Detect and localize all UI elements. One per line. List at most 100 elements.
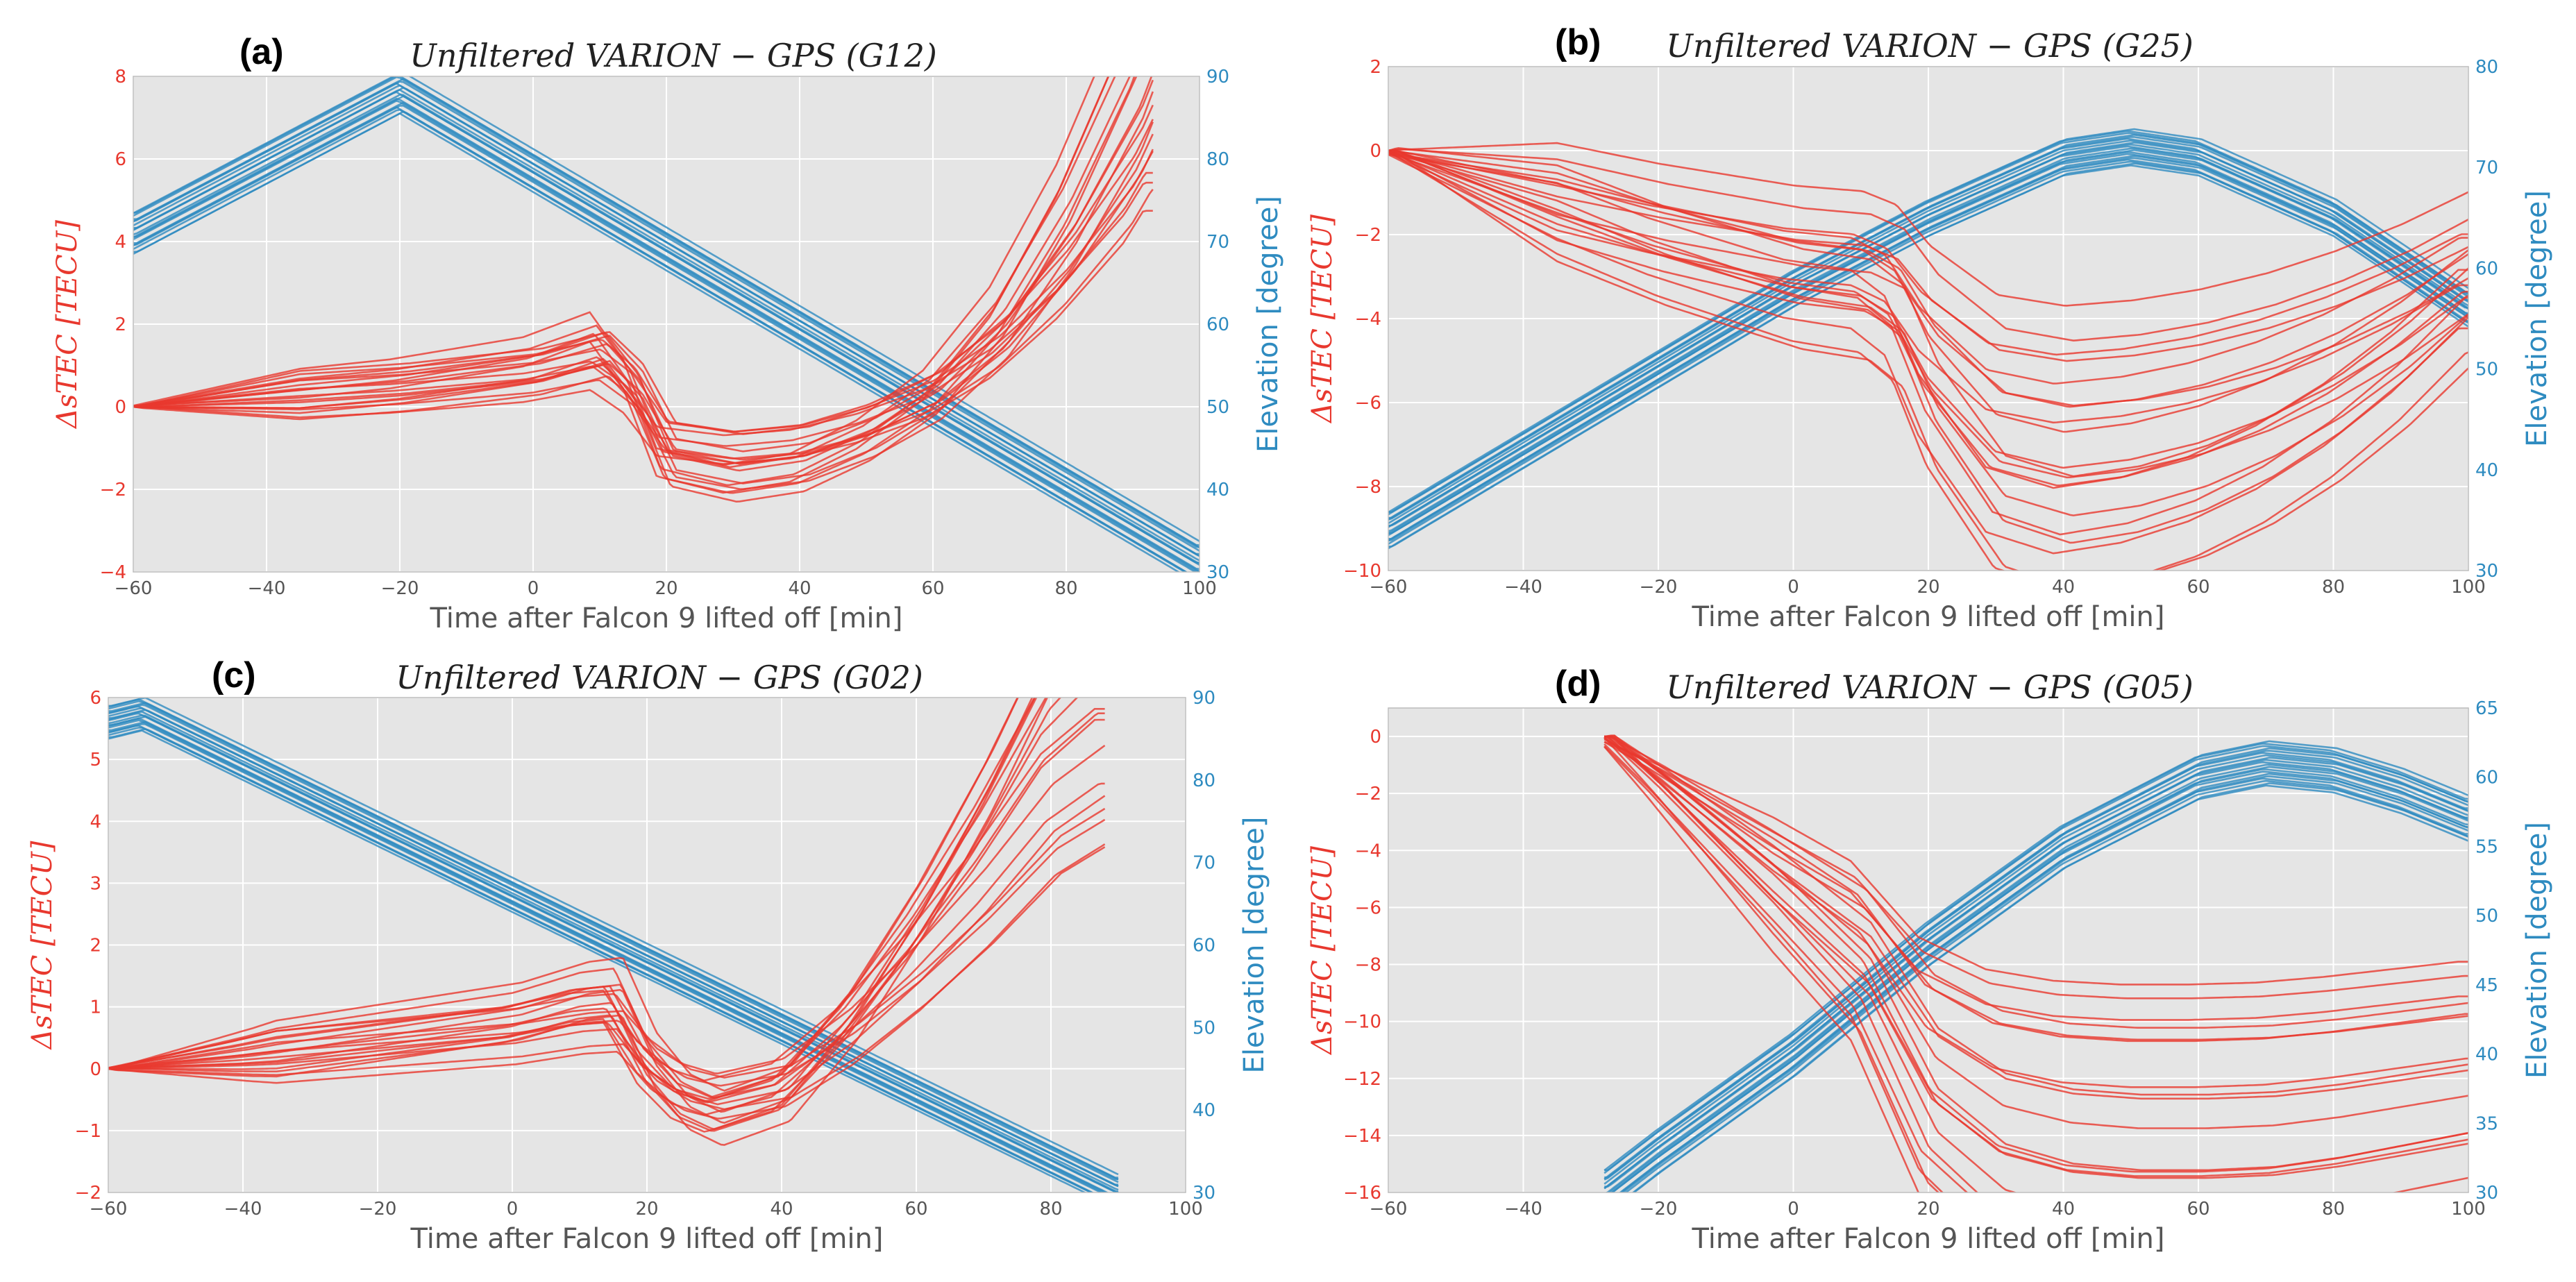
y-right-tick-label: 50 — [2475, 360, 2498, 380]
y-left-tick-label: 0 — [90, 1059, 101, 1080]
y-right-tick-label: 50 — [1193, 1018, 1215, 1038]
y-left-tick-label: 6 — [90, 688, 101, 709]
elevation-trace — [108, 705, 1118, 1186]
stec-trace — [1603, 741, 2468, 986]
panel-title: Unfiltered VARION − GPS (G02) — [396, 659, 923, 696]
stec-trace — [1603, 739, 2468, 1000]
chart-panel-2: −60 −40 −20 0 20 40 60 80 100−10−8−6−4−202304050… — [1306, 22, 2553, 633]
stec-trace — [1388, 150, 2468, 571]
x-tick-label: 20 — [655, 578, 677, 599]
x-tick-label: 60 — [2187, 577, 2209, 598]
stec-trace — [1603, 736, 2468, 1088]
x-tick-label: 60 — [921, 578, 944, 599]
stec-trace — [1388, 152, 2468, 385]
stec-trace — [1388, 149, 2468, 544]
stec-trace — [133, 133, 1154, 464]
y-left-axis-label: ΔsTEC [TECU] — [51, 220, 83, 430]
panel-title: Unfiltered VARION − GPS (G12) — [410, 37, 937, 74]
y-left-tick-label: 4 — [90, 811, 101, 832]
x-tick-label: 0 — [1787, 577, 1799, 598]
x-tick-label: 20 — [635, 1199, 658, 1220]
stec-trace — [133, 76, 1095, 466]
y-left-tick-label: 0 — [1370, 727, 1381, 748]
y-left-tick-label: −6 — [1355, 897, 1381, 918]
x-tick-label: −40 — [224, 1199, 262, 1220]
y-left-tick-label: −2 — [1355, 225, 1381, 246]
x-axis-label: Time after Falcon 9 lifted off [min] — [1692, 601, 2165, 633]
elevation-trace — [108, 717, 1109, 1192]
y-right-tick-label: 70 — [2475, 158, 2498, 178]
stec-trace — [1388, 146, 2468, 478]
x-tick-label: 40 — [788, 578, 811, 599]
y-left-axis-label: ΔsTEC [TECU] — [26, 841, 58, 1050]
y-left-tick-label: 2 — [1370, 57, 1381, 78]
x-axis-label: Time after Falcon 9 lifted off [min] — [410, 1223, 884, 1255]
panel-label: (c) — [212, 655, 256, 695]
x-tick-label: −20 — [1640, 577, 1678, 598]
y-right-tick-label: 40 — [2475, 1045, 2498, 1065]
y-right-tick-label: 40 — [1206, 480, 1229, 500]
x-axis-label: Time after Falcon 9 lifted off [min] — [430, 602, 903, 634]
x-tick-label: 80 — [2322, 1199, 2345, 1220]
y-left-tick-label: −6 — [1355, 393, 1381, 414]
y-right-tick-label: 70 — [1193, 853, 1215, 874]
stec-trace — [1603, 736, 1940, 1192]
elevation-trace — [1619, 773, 2468, 1192]
x-tick-label: 80 — [1054, 578, 1077, 599]
elevation-trace — [108, 729, 1087, 1192]
stec-trace — [1388, 152, 2468, 424]
x-tick-label: −60 — [90, 1199, 128, 1220]
stec-trace — [1604, 734, 2468, 1096]
y-left-tick-label: 8 — [115, 67, 126, 87]
chart-panel-1: −60 −40 −20 0 20 40 60 80 100−4−2024683040506070… — [51, 32, 1284, 634]
stec-trace — [133, 171, 1153, 447]
y-left-tick-label: −10 — [1343, 561, 1381, 582]
y-left-tick-label: −10 — [1343, 1012, 1381, 1033]
stec-trace — [133, 149, 1154, 461]
y-left-axis-label: ΔsTEC [TECU] — [1306, 846, 1338, 1056]
y-left-tick-label: −2 — [100, 480, 126, 500]
y-left-tick-label: −4 — [1355, 309, 1381, 330]
x-tick-label: 100 — [1168, 1199, 1203, 1220]
elevation-trace — [1604, 747, 2468, 1179]
stec-trace — [108, 795, 1106, 1106]
y-right-axis-label: Elevation [degree] — [2521, 190, 2553, 447]
stec-trace — [1388, 151, 2468, 536]
plot-frame — [133, 76, 1200, 573]
stec-trace — [1603, 736, 1979, 1192]
y-left-tick-label: 1 — [90, 997, 101, 1018]
x-tick-label: −40 — [1504, 577, 1542, 598]
y-right-tick-label: 55 — [2475, 836, 2498, 857]
stec-trace — [1604, 735, 2468, 1192]
y-right-tick-label: 35 — [2475, 1113, 2498, 1134]
elevation-trace — [108, 698, 1119, 1176]
stec-trace — [108, 698, 1019, 1099]
panel-label: (b) — [1555, 22, 1601, 62]
stec-trace — [1603, 745, 1920, 1192]
y-left-tick-label: −4 — [1355, 841, 1381, 861]
stec-trace — [133, 76, 1116, 469]
y-right-tick-label: 45 — [2475, 975, 2498, 996]
elevation-trace — [1388, 128, 2468, 514]
y-right-tick-label: 70 — [1206, 232, 1229, 253]
stec-trace — [108, 846, 1106, 1111]
x-tick-label: 0 — [528, 578, 539, 599]
stec-trace — [1388, 153, 2468, 555]
x-tick-label: 60 — [904, 1199, 927, 1220]
stec-trace — [133, 76, 1110, 494]
x-tick-label: 40 — [2052, 1199, 2075, 1220]
x-tick-label: −60 — [1370, 577, 1408, 598]
y-left-tick-label: −1 — [75, 1121, 101, 1142]
stec-trace — [133, 104, 1154, 435]
y-left-tick-label: −2 — [1355, 784, 1381, 804]
stec-trace — [1604, 735, 2468, 1029]
stec-trace — [1604, 734, 2468, 1172]
y-right-tick-label: 60 — [1193, 936, 1215, 956]
traces — [133, 76, 1199, 572]
plot-frame — [108, 697, 1186, 1193]
elevation-trace — [1388, 130, 2468, 514]
x-tick-label: −20 — [359, 1199, 397, 1220]
y-right-tick-label: 30 — [1206, 562, 1229, 583]
elevation-trace — [108, 711, 1119, 1191]
